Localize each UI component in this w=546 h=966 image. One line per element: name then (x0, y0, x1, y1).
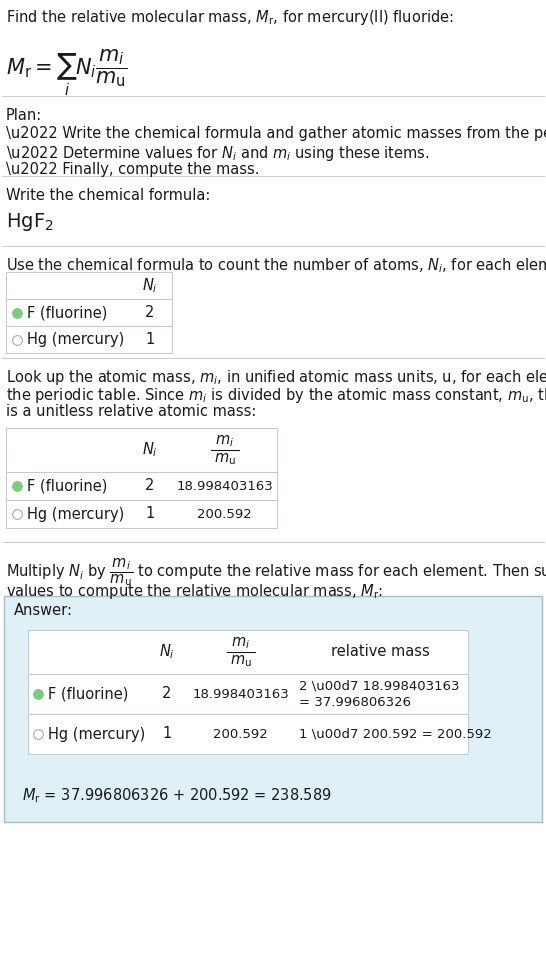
Text: $m_{\rm u}$: $m_{\rm u}$ (213, 451, 235, 467)
Text: HgF$_2$: HgF$_2$ (6, 211, 54, 233)
Bar (28, 714, 468, 754)
Text: F (fluorine): F (fluorine) (48, 687, 128, 701)
Text: 1: 1 (145, 506, 155, 522)
Text: relative mass: relative mass (331, 644, 430, 660)
Bar (6, 299, 172, 326)
Text: 200.592: 200.592 (197, 507, 252, 521)
Text: 1 \u00d7 200.592 = 200.592: 1 \u00d7 200.592 = 200.592 (299, 727, 492, 741)
Text: $N_i$: $N_i$ (142, 276, 158, 295)
Text: 1: 1 (145, 332, 155, 347)
Text: Use the chemical formula to count the number of atoms, $N_i$, for each element:: Use the chemical formula to count the nu… (6, 256, 546, 274)
Text: 200.592: 200.592 (213, 727, 268, 741)
Text: Multiply $N_i$ by $\dfrac{m_i}{m_{\rm u}}$ to compute the relative mass for each: Multiply $N_i$ by $\dfrac{m_i}{m_{\rm u}… (6, 556, 546, 588)
Text: 2: 2 (145, 305, 155, 320)
Bar (6, 272, 172, 299)
Text: 18.998403163: 18.998403163 (176, 479, 273, 493)
Bar (6, 326, 172, 353)
Bar (28, 630, 468, 674)
Text: Hg (mercury): Hg (mercury) (27, 506, 124, 522)
Text: 2: 2 (145, 478, 155, 494)
Text: $M_{\rm r}$ = 37.996806326 + 200.592 = 238.589: $M_{\rm r}$ = 37.996806326 + 200.592 = 2… (22, 786, 332, 806)
Text: Write the chemical formula:: Write the chemical formula: (6, 188, 210, 203)
Text: 2 \u00d7 18.998403163: 2 \u00d7 18.998403163 (299, 679, 460, 693)
Text: 1: 1 (162, 726, 171, 742)
Bar (6, 472, 277, 500)
Text: 2: 2 (162, 687, 171, 701)
Bar (6, 428, 277, 472)
Text: 18.998403163: 18.998403163 (192, 688, 289, 700)
Text: $m_i$: $m_i$ (231, 636, 250, 651)
Text: \u2022 Finally, compute the mass.: \u2022 Finally, compute the mass. (6, 162, 259, 177)
Text: Hg (mercury): Hg (mercury) (27, 332, 124, 347)
Bar (6, 500, 277, 528)
Text: F (fluorine): F (fluorine) (27, 305, 108, 320)
Text: Find the relative molecular mass, $M_{\rm r}$, for mercury(II) fluoride:: Find the relative molecular mass, $M_{\r… (6, 8, 454, 27)
Text: Hg (mercury): Hg (mercury) (48, 726, 145, 742)
Text: $M_{\rm r} = \sum_i N_i \dfrac{m_i}{m_{\rm u}}$: $M_{\rm r} = \sum_i N_i \dfrac{m_i}{m_{\… (6, 48, 128, 99)
Text: = 37.996806326: = 37.996806326 (299, 696, 411, 708)
Text: the periodic table. Since $m_i$ is divided by the atomic mass constant, $m_{\rm : the periodic table. Since $m_i$ is divid… (6, 386, 546, 405)
Text: $m_i$: $m_i$ (215, 433, 234, 449)
Text: values to compute the relative molecular mass, $M_{\rm r}$:: values to compute the relative molecular… (6, 582, 383, 601)
Text: Look up the atomic mass, $m_i$, in unified atomic mass units, u, for each elemen: Look up the atomic mass, $m_i$, in unifi… (6, 368, 546, 387)
Text: is a unitless relative atomic mass:: is a unitless relative atomic mass: (6, 404, 257, 419)
Text: $m_{\rm u}$: $m_{\rm u}$ (229, 653, 251, 668)
Text: $N_i$: $N_i$ (142, 440, 158, 460)
Text: \u2022 Determine values for $N_i$ and $m_i$ using these items.: \u2022 Determine values for $N_i$ and $m… (6, 144, 430, 163)
Text: Answer:: Answer: (14, 603, 73, 618)
Bar (28, 674, 468, 714)
Text: $N_i$: $N_i$ (159, 642, 175, 662)
Text: F (fluorine): F (fluorine) (27, 478, 108, 494)
Text: Plan:: Plan: (6, 108, 42, 123)
Bar (4, 596, 542, 822)
Text: \u2022 Write the chemical formula and gather atomic masses from the periodic tab: \u2022 Write the chemical formula and ga… (6, 126, 546, 141)
